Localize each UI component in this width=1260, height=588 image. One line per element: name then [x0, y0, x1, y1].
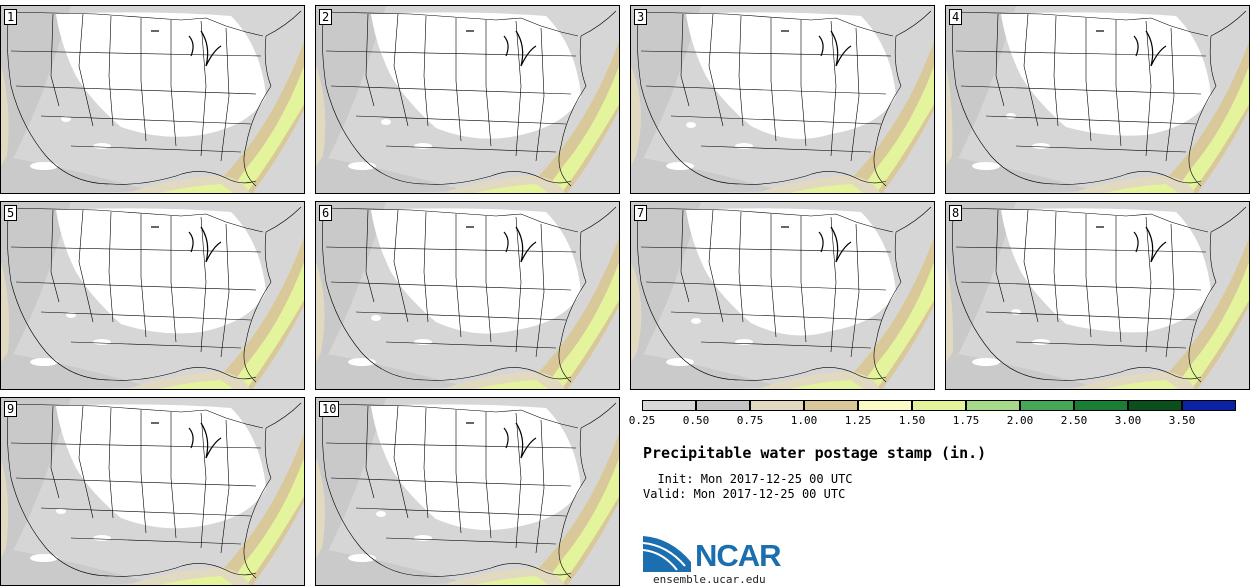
legend-tick-label: 1.50	[898, 414, 926, 427]
member-number: 10	[319, 401, 340, 417]
legend-color-box	[642, 400, 696, 411]
legend-color-box	[1182, 400, 1236, 411]
us-map-icon	[1, 202, 304, 389]
ensemble-member-panel: 3	[630, 5, 935, 194]
legend-color-box	[858, 400, 912, 411]
us-map-icon	[316, 6, 619, 193]
member-number: 7	[634, 205, 648, 221]
us-map-icon	[946, 6, 1249, 193]
ensemble-member-panel: 10	[315, 397, 620, 586]
member-number: 8	[949, 205, 963, 221]
member-number: 1	[4, 9, 18, 25]
legend-color-box	[750, 400, 804, 411]
us-map-icon	[1, 398, 304, 585]
legend-tick-label: 2.50	[1060, 414, 1088, 427]
member-number: 6	[319, 205, 333, 221]
ensemble-member-panel: 6	[315, 201, 620, 390]
ncar-logo-text: NCAR	[695, 538, 782, 573]
us-map-icon	[316, 202, 619, 389]
member-number: 5	[4, 205, 18, 221]
legend-tick-label: 0.50	[682, 414, 710, 427]
us-map-icon	[1, 6, 304, 193]
us-map-icon	[631, 202, 934, 389]
ensemble-member-panel: 9	[0, 397, 305, 586]
legend-color-box	[912, 400, 966, 411]
init-time: Init: Mon 2017-12-25 00 UTC	[657, 472, 853, 486]
member-number: 2	[319, 9, 333, 25]
legend-tick-label: 2.00	[1006, 414, 1034, 427]
chart-title: Precipitable water postage stamp (in.)	[643, 444, 987, 462]
legend-tick-label: 1.00	[790, 414, 818, 427]
legend-color-box	[696, 400, 750, 411]
ensemble-member-panel: 4	[945, 5, 1250, 194]
legend-tick-label: 1.25	[844, 414, 872, 427]
member-number: 3	[634, 9, 648, 25]
us-map-icon	[316, 398, 619, 585]
ensemble-member-panel: 5	[0, 201, 305, 390]
legend-color-box	[1128, 400, 1182, 411]
member-number: 9	[4, 401, 18, 417]
member-number: 4	[949, 9, 963, 25]
legend-color-box	[804, 400, 858, 411]
ensemble-member-panel: 7	[630, 201, 935, 390]
legend-tick-label: 3.00	[1114, 414, 1142, 427]
legend-color-box	[966, 400, 1020, 411]
ensemble-member-panel: 1	[0, 5, 305, 194]
legend-tick-label: 0.75	[736, 414, 764, 427]
ensemble-member-panel: 8	[945, 201, 1250, 390]
legend-tick-label: 1.75	[952, 414, 980, 427]
legend-tick-label: 3.50	[1168, 414, 1196, 427]
us-map-icon	[946, 202, 1249, 389]
us-map-icon	[631, 6, 934, 193]
site-url: ensemble.ucar.edu	[653, 573, 766, 586]
legend-tick-label: 0.25	[628, 414, 656, 427]
ensemble-member-panel: 2	[315, 5, 620, 194]
legend-color-box	[1020, 400, 1074, 411]
legend-color-box	[1074, 400, 1128, 411]
ncar-logo-icon	[643, 536, 691, 572]
valid-time: Valid: Mon 2017-12-25 00 UTC	[643, 487, 846, 501]
